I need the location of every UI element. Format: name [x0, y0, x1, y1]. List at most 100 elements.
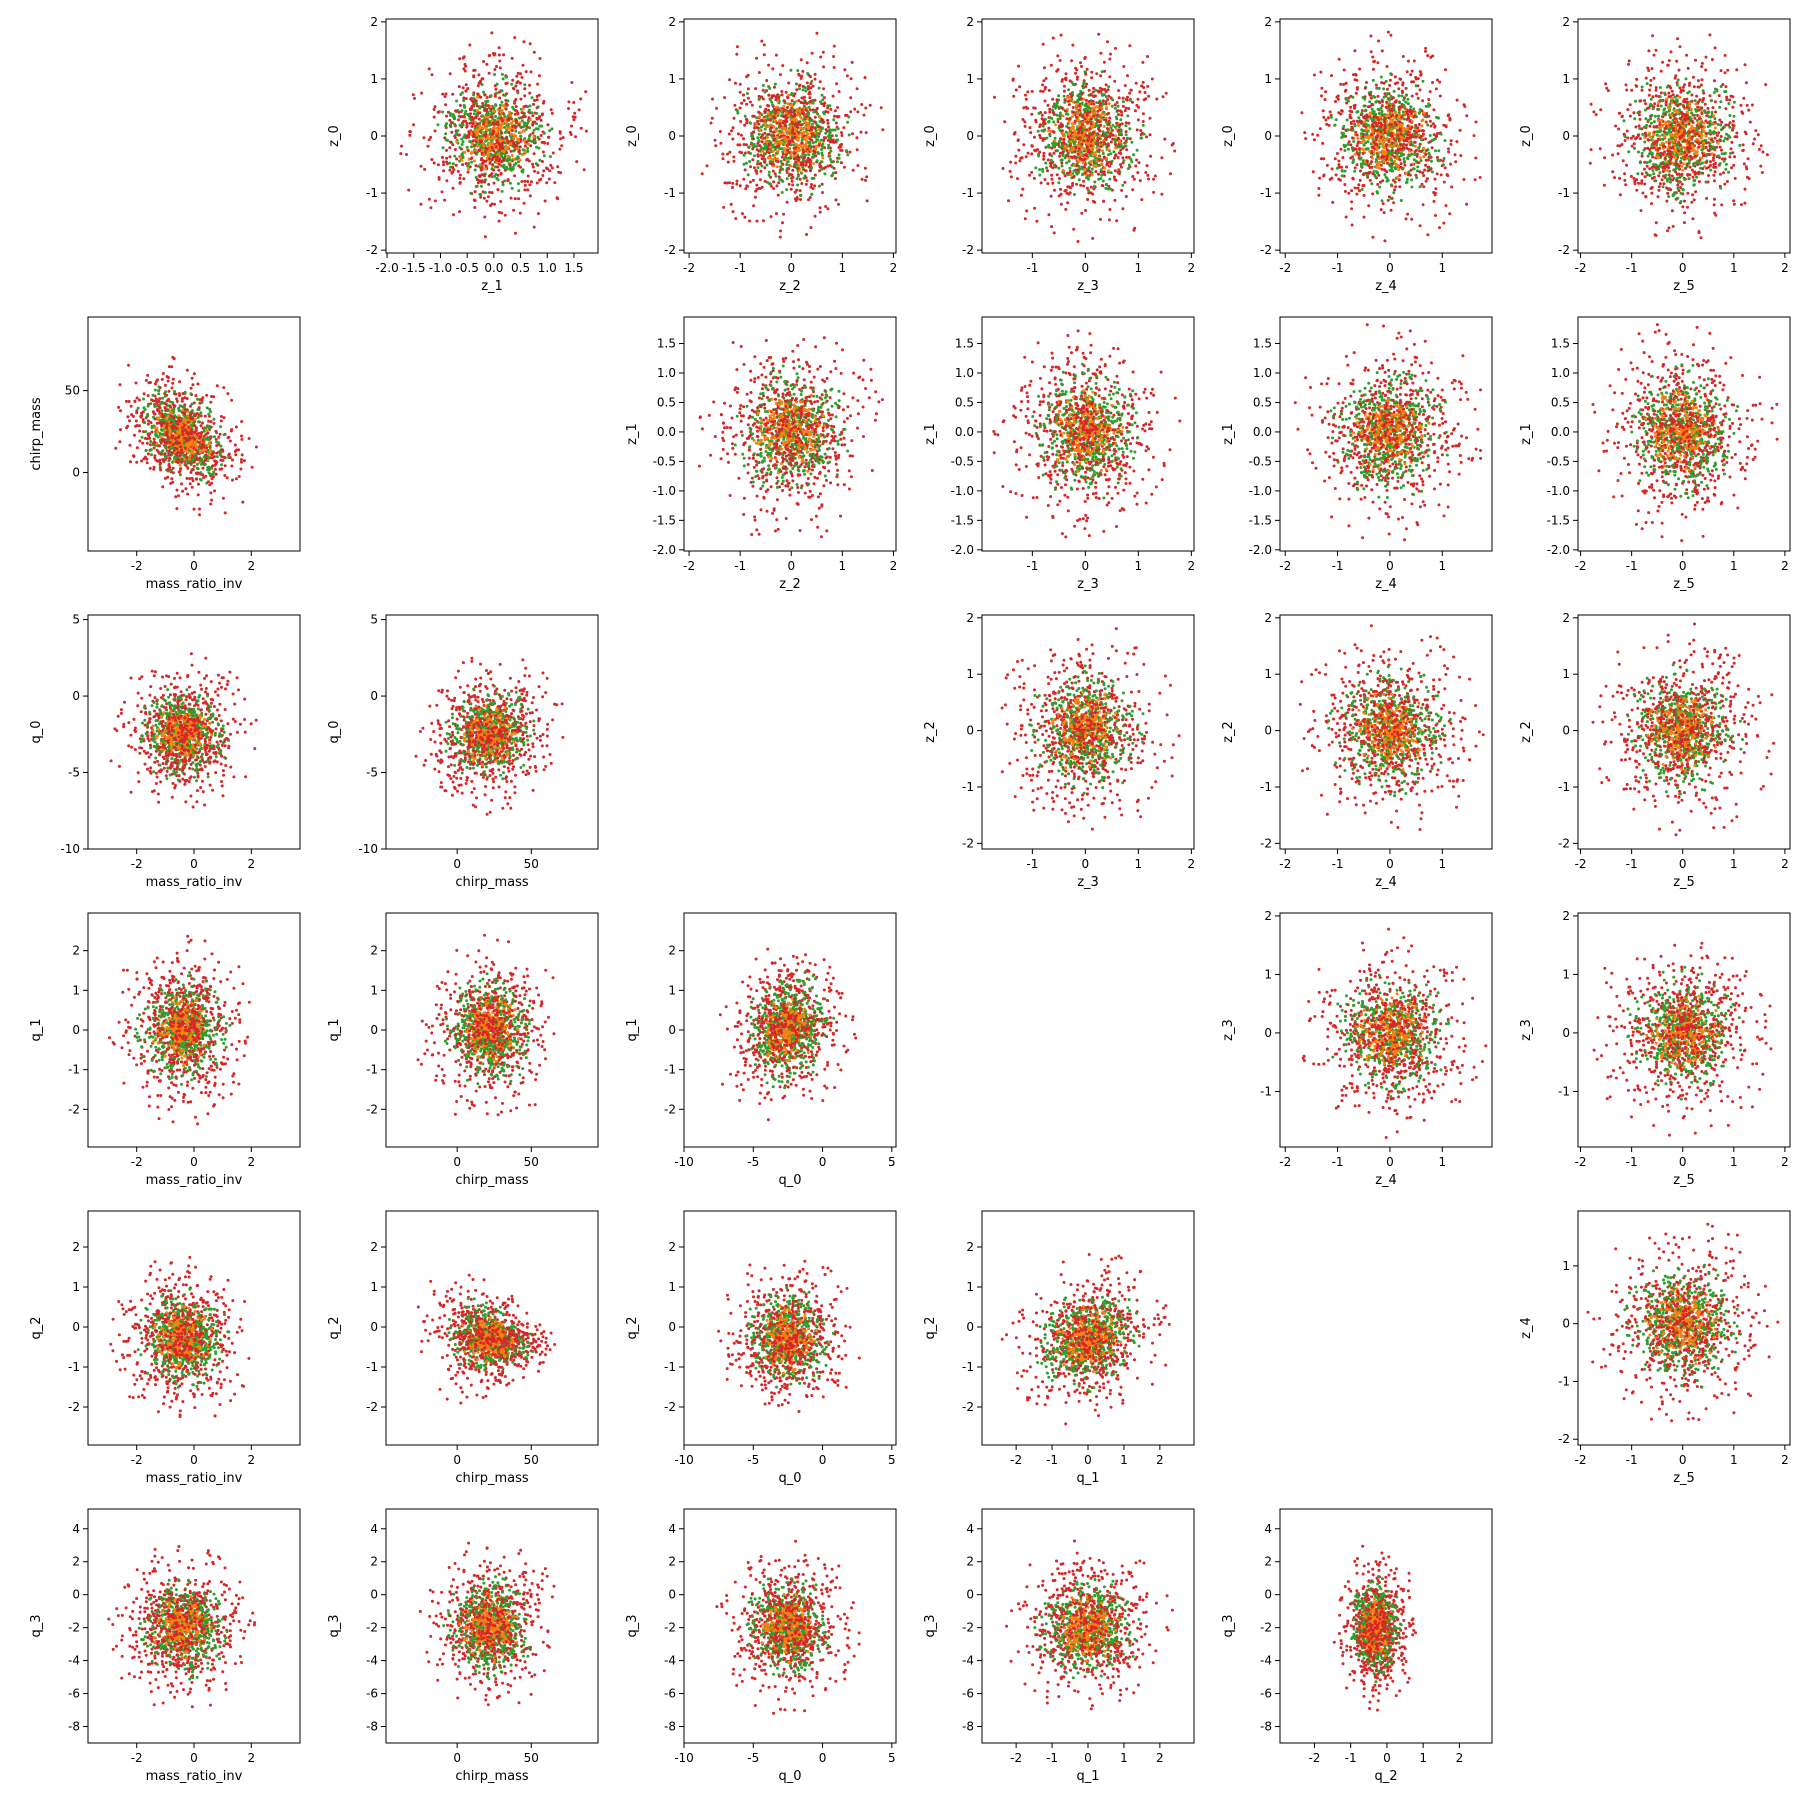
data-point-outer: [819, 206, 822, 209]
data-point-outer: [531, 163, 534, 166]
data-point-middle: [812, 141, 815, 144]
data-point-middle: [528, 135, 531, 138]
data-point-middle: [462, 156, 465, 159]
data-point-outer: [536, 182, 539, 185]
data-point-outer: [860, 103, 863, 106]
data-point-outer: [772, 170, 775, 173]
data-point-core: [524, 150, 527, 153]
data-point-middle: [813, 110, 816, 113]
data-point-middle: [503, 179, 506, 182]
x-tick-label: -0.5: [455, 261, 478, 275]
data-point-outer: [864, 76, 867, 79]
data-point-outer: [481, 152, 484, 155]
data-point-middle: [821, 160, 824, 163]
data-point-outer: [849, 96, 852, 99]
data-point-outer: [442, 160, 445, 163]
data-point-middle: [831, 165, 834, 168]
data-point-outer: [536, 83, 539, 86]
data-point-outer: [465, 162, 468, 165]
data-point-outer: [524, 145, 527, 148]
data-point-middle: [538, 159, 541, 162]
points: [399, 31, 588, 238]
data-point-core: [484, 167, 487, 170]
data-point-outer: [722, 157, 725, 160]
data-point-outer: [748, 220, 751, 223]
data-point-middle: [509, 168, 512, 171]
data-point-outer: [506, 119, 509, 122]
data-point-outer: [839, 146, 842, 149]
data-point-outer: [474, 190, 477, 193]
data-point-middle: [535, 162, 538, 165]
data-point-middle: [500, 101, 503, 104]
data-point-outer: [810, 183, 813, 186]
data-point-outer: [719, 142, 722, 145]
data-point-outer: [810, 226, 813, 229]
data-point-outer: [749, 181, 752, 184]
data-point-middle: [746, 92, 749, 95]
data-point-outer: [767, 64, 770, 67]
data-point-core: [505, 126, 508, 129]
data-point-outer: [811, 52, 814, 55]
data-point-middle: [503, 114, 506, 117]
data-point-outer: [523, 87, 526, 90]
data-point-core: [512, 137, 515, 140]
data-point-middle: [779, 165, 782, 168]
data-point-outer: [532, 166, 535, 169]
data-point-outer: [482, 60, 485, 63]
data-point-outer: [786, 106, 789, 109]
data-point-outer: [795, 88, 798, 91]
data-point-outer: [849, 110, 852, 113]
data-point-middle: [765, 164, 768, 167]
data-point-core: [484, 116, 487, 119]
data-point-outer: [476, 122, 479, 125]
data-point-middle: [810, 193, 813, 196]
data-point-outer: [731, 182, 734, 185]
data-point-middle: [809, 144, 812, 147]
data-point-outer: [532, 121, 535, 124]
data-point-outer: [814, 174, 817, 177]
data-point-middle: [846, 121, 849, 124]
data-point-middle: [456, 129, 459, 132]
data-point-middle: [537, 147, 540, 150]
data-point-outer: [433, 108, 436, 111]
data-point-outer: [850, 77, 853, 80]
data-point-outer: [529, 194, 532, 197]
data-point-outer: [487, 104, 490, 107]
data-point-outer: [747, 87, 750, 90]
data-point-middle: [804, 86, 807, 89]
data-point-core: [505, 148, 508, 151]
data-point-outer: [727, 161, 730, 164]
data-point-core: [492, 137, 495, 140]
data-point-outer: [467, 130, 470, 133]
data-point-outer: [502, 159, 505, 162]
data-point-core: [482, 131, 485, 134]
data-point-middle: [460, 153, 463, 156]
data-point-outer: [465, 83, 468, 86]
data-point-outer: [485, 165, 488, 168]
data-point-outer: [517, 142, 520, 145]
data-point-middle: [795, 82, 798, 85]
data-point-outer: [428, 138, 431, 141]
data-point-outer: [479, 96, 482, 99]
data-point-middle: [791, 92, 794, 95]
data-point-outer: [526, 188, 529, 191]
data-point-middle: [518, 117, 521, 120]
data-point-outer: [751, 115, 754, 118]
data-point-middle: [470, 145, 473, 148]
data-point-outer: [545, 181, 548, 184]
data-point-core: [795, 100, 798, 103]
data-point-middle: [481, 83, 484, 86]
data-point-outer: [797, 73, 800, 76]
data-point-outer: [520, 180, 523, 183]
data-point-outer: [736, 45, 739, 48]
data-point-outer: [514, 232, 517, 235]
data-point-outer: [781, 64, 784, 67]
data-point-middle: [436, 123, 439, 126]
data-point-outer: [413, 97, 416, 100]
data-point-middle: [816, 113, 819, 116]
data-point-outer: [734, 217, 737, 220]
data-point-middle: [774, 83, 777, 86]
data-point-outer: [459, 104, 462, 107]
data-point-core: [521, 153, 524, 156]
